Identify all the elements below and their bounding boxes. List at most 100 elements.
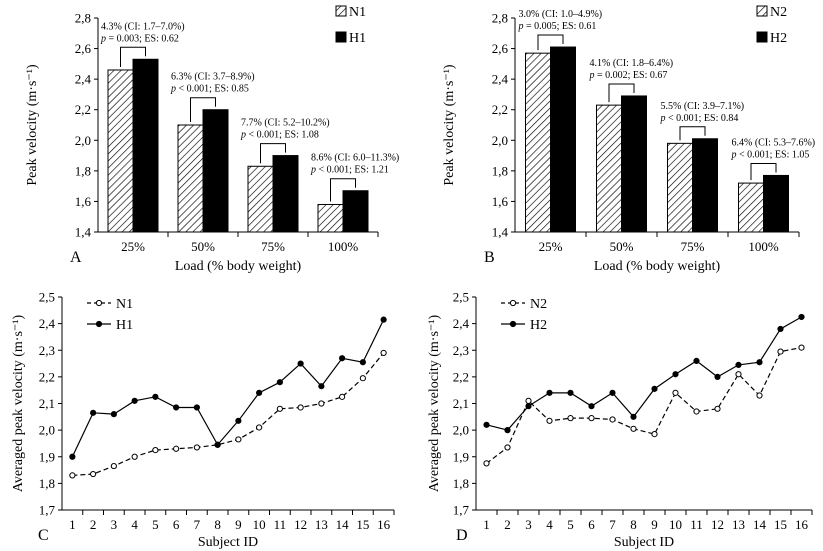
x-tick-label: 13	[732, 517, 745, 532]
x-axis-label: Load (% body weight)	[175, 259, 302, 274]
x-tick-label: 15	[356, 517, 369, 532]
y-tick-label: 1,9	[453, 449, 469, 464]
series-line-h2	[486, 316, 802, 431]
annotation-ci: 7.7% (CI: 5.2–10.2%)	[241, 118, 330, 129]
legend-label: H1	[116, 318, 133, 333]
bar-n1	[177, 124, 204, 233]
data-point-n2	[693, 408, 700, 415]
y-tick-label: 2,2	[39, 369, 55, 384]
data-point-n1	[276, 405, 283, 412]
legend-marker-h1	[95, 320, 103, 328]
x-axis-label: Subject ID	[198, 535, 258, 550]
annotation-ci: 5.5% (CI: 3.9–7.1%)	[661, 101, 745, 112]
bar-h2	[550, 46, 576, 233]
y-tick-label: 2,4	[75, 72, 92, 87]
data-point-n2	[672, 389, 679, 396]
x-tick-label: 4	[546, 517, 553, 532]
x-tick-label: 100%	[328, 239, 359, 254]
significance-bracket	[537, 34, 564, 51]
y-tick-label: 2,4	[492, 72, 509, 87]
legend-label: N2	[530, 297, 547, 312]
legend-label: H2	[770, 31, 787, 46]
data-point-h1	[359, 359, 366, 366]
panel-letter: C	[38, 527, 49, 544]
y-tick-label: 2,0	[453, 423, 469, 438]
data-point-h2	[504, 427, 511, 434]
y-tick-label: 2,3	[453, 343, 469, 358]
y-axis-label: Averaged peak velocity (m·s⁻¹)	[427, 315, 442, 493]
x-tick-label: 12	[711, 517, 724, 532]
data-point-n1	[69, 472, 76, 479]
data-point-h1	[380, 316, 387, 323]
data-point-h2	[693, 357, 700, 364]
legend-label: N2	[770, 5, 787, 20]
annotation-ci: 4.1% (CI: 1.8–6.4%)	[590, 58, 674, 69]
significance-bracket	[120, 46, 146, 67]
y-tick-label: 2,8	[492, 11, 508, 26]
annotation-ci: 4.3% (CI: 1.7–7.0%)	[101, 21, 185, 32]
data-point-n1	[131, 453, 138, 460]
y-tick-label: 2,8	[75, 11, 91, 26]
annotation-stats: p < 0.001; ES: 0.84	[660, 113, 739, 124]
data-point-n2	[651, 431, 658, 438]
data-point-h2	[756, 359, 763, 366]
x-tick-label: 2	[504, 517, 511, 532]
x-tick-label: 13	[315, 517, 328, 532]
data-point-h2	[651, 385, 658, 392]
significance-bracket	[750, 162, 777, 181]
data-point-h2	[567, 389, 574, 396]
y-tick-label: 1,6	[492, 194, 509, 209]
data-point-h1	[256, 389, 263, 396]
y-tick-label: 1,9	[39, 449, 55, 464]
annotation-stats: p < 0.001; ES: 1.08	[240, 130, 319, 141]
y-tick-label: 1,8	[75, 163, 91, 178]
data-point-n1	[297, 404, 304, 411]
data-point-h1	[297, 360, 304, 367]
data-point-h1	[193, 404, 200, 411]
annotation-stats: p < 0.001; ES: 0.85	[170, 84, 249, 95]
x-tick-label: 12	[294, 517, 307, 532]
series-line-n2	[486, 346, 802, 464]
x-tick-label: 11	[690, 517, 703, 532]
data-point-h1	[69, 453, 76, 460]
data-point-n2	[777, 348, 784, 355]
data-point-n2	[567, 415, 574, 422]
x-tick-label: 14	[753, 517, 767, 532]
data-point-n1	[380, 349, 387, 357]
series-line-n1	[72, 352, 385, 476]
legend-label: H2	[530, 318, 547, 333]
panel-letter: D	[456, 527, 468, 544]
data-point-h1	[173, 404, 180, 411]
data-point-h1	[339, 355, 346, 362]
data-point-h1	[152, 393, 159, 400]
annotation-stats: p < 0.001; ES: 1.21	[310, 165, 389, 176]
y-tick-label: 2,0	[39, 423, 55, 438]
x-tick-label: 1	[483, 517, 490, 532]
legend-swatch-h1	[335, 31, 347, 43]
data-point-h2	[714, 373, 721, 380]
x-tick-label: 8	[630, 517, 637, 532]
data-point-n1	[339, 393, 346, 400]
x-tick-label: 9	[235, 517, 242, 532]
annotation-ci: 6.4% (CI: 5.3–7.6%)	[732, 137, 816, 148]
bar-n2	[596, 104, 622, 233]
legend-swatch-h2	[756, 31, 768, 43]
y-tick-label: 1,8	[492, 163, 508, 178]
data-point-h1	[131, 397, 138, 404]
y-tick-label: 1,6	[75, 194, 92, 209]
data-point-h2	[777, 325, 784, 333]
y-tick-label: 1,4	[492, 225, 509, 240]
x-tick-label: 50%	[191, 239, 215, 254]
x-tick-label: 100%	[748, 239, 779, 254]
chart-layer: 1,4 1,6 1,8 2,0 2,2 2,4 2,6 2,8 Peak velocity (m…	[11, 5, 815, 550]
x-axis-label: Load (% body weight)	[594, 259, 721, 274]
legend-label: N1	[116, 297, 133, 312]
significance-bracket	[679, 126, 706, 141]
legend-swatch-n1	[335, 5, 347, 17]
data-point-h2	[483, 421, 490, 428]
x-tick-label: 25%	[539, 239, 563, 254]
y-tick-label: 2,5	[39, 290, 55, 305]
legend-label: H1	[349, 31, 366, 46]
y-axis-label: Averaged peak velocity (m·s⁻¹)	[11, 315, 26, 493]
